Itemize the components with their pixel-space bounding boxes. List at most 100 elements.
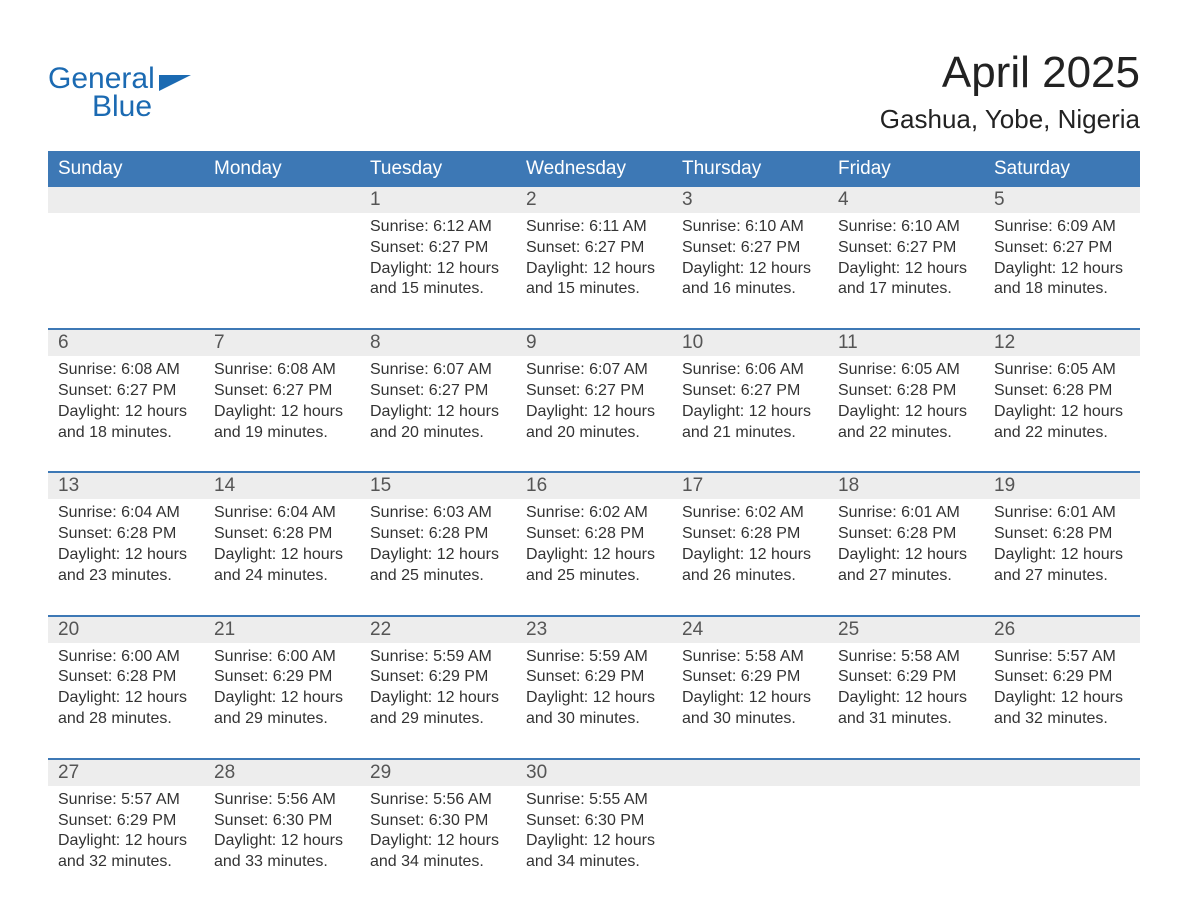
day-daylight2: and 34 minutes. xyxy=(526,852,662,873)
day-number: 23 xyxy=(516,617,672,643)
day-number: 4 xyxy=(828,187,984,213)
day-number: 15 xyxy=(360,473,516,499)
day-daylight2: and 20 minutes. xyxy=(370,423,506,444)
day-sunrise: Sunrise: 5:59 AM xyxy=(370,647,506,668)
day-cell: Sunrise: 6:07 AMSunset: 6:27 PMDaylight:… xyxy=(360,356,516,443)
week-row: 13141516171819Sunrise: 6:04 AMSunset: 6:… xyxy=(48,471,1140,614)
day-daylight1: Daylight: 12 hours xyxy=(526,402,662,423)
day-number: 5 xyxy=(984,187,1140,213)
day-daylight1: Daylight: 12 hours xyxy=(838,688,974,709)
day-daylight1: Daylight: 12 hours xyxy=(838,259,974,280)
day-number: 11 xyxy=(828,330,984,356)
logo: General Blue xyxy=(48,48,191,124)
day-cell: Sunrise: 6:10 AMSunset: 6:27 PMDaylight:… xyxy=(672,213,828,300)
day-daylight2: and 16 minutes. xyxy=(682,279,818,300)
weekday-sunday: Sunday xyxy=(48,151,204,187)
day-daylight1: Daylight: 12 hours xyxy=(994,688,1130,709)
day-daylight1: Daylight: 12 hours xyxy=(214,831,350,852)
day-number: 7 xyxy=(204,330,360,356)
day-daylight2: and 32 minutes. xyxy=(994,709,1130,730)
week-row: 6789101112 Sunrise: 6:08 AM Sunset: 6:27 P… xyxy=(48,328,1140,471)
day-daylight2: and 17 minutes. xyxy=(838,279,974,300)
day-sunrise: Sunrise: 6:04 AM xyxy=(58,503,194,524)
day-daylight2: and 30 minutes. xyxy=(526,709,662,730)
day-daylight1: Daylight: 12 hours xyxy=(58,688,194,709)
day-cell xyxy=(984,786,1140,873)
day-sunset: Sunset: 6:27 PM xyxy=(838,238,974,259)
day-sunrise: Sunrise: 6:06 AM xyxy=(682,360,818,381)
day-sunrise: Sunrise: 6:00 AM xyxy=(58,647,194,668)
day-daylight1: Daylight: 12 hours xyxy=(526,688,662,709)
week-row: 12345Sunrise: 6:12 AMSunset: 6:27 PMDayl… xyxy=(48,187,1140,328)
day-daylight2: and 33 minutes. xyxy=(214,852,350,873)
day-number: 1 xyxy=(360,187,516,213)
day-number: 14 xyxy=(204,473,360,499)
day-sunset: Sunset: 6:30 PM xyxy=(214,811,350,832)
day-sunrise: Sunrise: 6:01 AM xyxy=(838,503,974,524)
day-daylight1: Daylight: 12 hours xyxy=(682,402,818,423)
page-title: April 2025 xyxy=(880,48,1140,98)
day-cell: Sunrise: 6:12 AMSunset: 6:27 PMDaylight:… xyxy=(360,213,516,300)
day-sunrise: Sunrise: 6:09 AM xyxy=(994,217,1130,238)
day-number: 22 xyxy=(360,617,516,643)
day-daylight1: Daylight: 12 hours xyxy=(214,402,350,423)
day-sunrise: Sunrise: 5:56 AM xyxy=(214,790,350,811)
day-daylight1: Daylight: 12 hours xyxy=(994,545,1130,566)
day-cell: Sunrise: 6:10 AMSunset: 6:27 PMDaylight:… xyxy=(828,213,984,300)
daynum-row: 27282930 xyxy=(48,760,1140,786)
week-row: 27282930Sunrise: 5:57 AMSunset: 6:29 PMD… xyxy=(48,758,1140,881)
day-daylight2: and 29 minutes. xyxy=(370,709,506,730)
day-daylight1: Daylight: 12 hours xyxy=(370,402,506,423)
day-sunset: Sunset: 6:28 PM xyxy=(526,524,662,545)
weekday-tuesday: Tuesday xyxy=(360,151,516,187)
day-cell: Sunrise: 6:00 AMSunset: 6:28 PMDaylight:… xyxy=(48,643,204,730)
daynum-row: 20212223242526 xyxy=(48,617,1140,643)
day-daylight2: and 34 minutes. xyxy=(370,852,506,873)
daycontent-row: Sunrise: 6:00 AMSunset: 6:28 PMDaylight:… xyxy=(48,643,1140,758)
daynum-row: 6789101112 xyxy=(48,330,1140,356)
weekday-thursday: Thursday xyxy=(672,151,828,187)
day-number xyxy=(204,187,360,213)
logo-text-block: General Blue xyxy=(48,62,191,124)
day-daylight2: and 31 minutes. xyxy=(838,709,974,730)
day-daylight1: Daylight: 12 hours xyxy=(838,402,974,423)
day-sunset: Sunset: 6:27 PM xyxy=(370,381,506,402)
day-sunrise: Sunrise: 6:02 AM xyxy=(526,503,662,524)
day-daylight1: Daylight: 12 hours xyxy=(526,259,662,280)
day-cell: Sunrise: 6:02 AMSunset: 6:28 PMDaylight:… xyxy=(672,499,828,586)
day-daylight1: Daylight: 12 hours xyxy=(682,688,818,709)
day-sunrise: Sunrise: 5:58 AM xyxy=(682,647,818,668)
day-daylight1: Daylight: 12 hours xyxy=(58,402,194,423)
day-number xyxy=(672,760,828,786)
day-daylight2: and 27 minutes. xyxy=(994,566,1130,587)
day-sunrise: Sunrise: 6:04 AM xyxy=(214,503,350,524)
day-sunrise: Sunrise: 6:08 AM xyxy=(58,360,194,381)
day-sunrise: Sunrise: 6:11 AM xyxy=(526,217,662,238)
day-cell: Sunrise: 5:57 AMSunset: 6:29 PMDaylight:… xyxy=(48,786,204,873)
day-sunset: Sunset: 6:28 PM xyxy=(994,381,1130,402)
day-cell: Sunrise: 6:00 AMSunset: 6:29 PMDaylight:… xyxy=(204,643,360,730)
day-sunrise: Sunrise: 6:05 AM xyxy=(838,360,974,381)
day-daylight1: Daylight: 12 hours xyxy=(994,402,1130,423)
day-daylight2: and 25 minutes. xyxy=(526,566,662,587)
day-sunset: Sunset: 6:27 PM xyxy=(994,238,1130,259)
week-row: 20212223242526Sunrise: 6:00 AMSunset: 6:… xyxy=(48,615,1140,758)
daycontent-row: Sunrise: 5:57 AMSunset: 6:29 PMDaylight:… xyxy=(48,786,1140,881)
day-number: 9 xyxy=(516,330,672,356)
weekday-friday: Friday xyxy=(828,151,984,187)
day-sunset: Sunset: 6:28 PM xyxy=(994,524,1130,545)
day-sunset: Sunset: 6:30 PM xyxy=(526,811,662,832)
day-daylight1: Daylight: 12 hours xyxy=(838,545,974,566)
day-daylight2: and 18 minutes. xyxy=(58,423,194,444)
day-daylight2: and 18 minutes. xyxy=(994,279,1130,300)
day-daylight1: Daylight: 12 hours xyxy=(682,545,818,566)
day-cell: Sunrise: 6:03 AMSunset: 6:28 PMDaylight:… xyxy=(360,499,516,586)
day-sunset: Sunset: 6:29 PM xyxy=(682,667,818,688)
day-sunrise: Sunrise: 6:08 AM xyxy=(214,360,350,381)
title-block: April 2025 Gashua, Yobe, Nigeria xyxy=(880,48,1140,135)
day-number: 19 xyxy=(984,473,1140,499)
day-sunset: Sunset: 6:28 PM xyxy=(370,524,506,545)
day-daylight2: and 25 minutes. xyxy=(370,566,506,587)
day-number xyxy=(48,187,204,213)
daynum-row: 12345 xyxy=(48,187,1140,213)
